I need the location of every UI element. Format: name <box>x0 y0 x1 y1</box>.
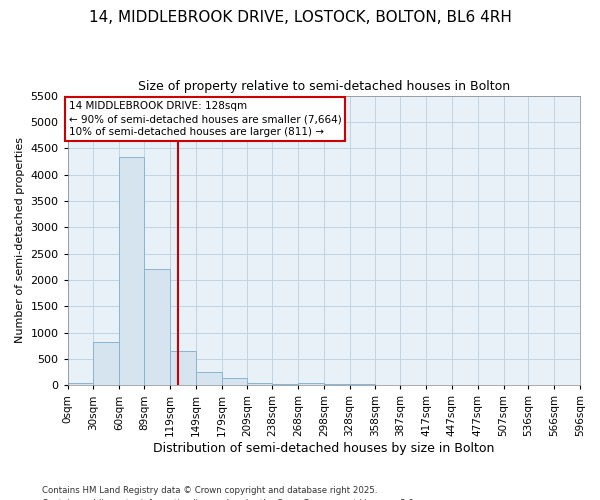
Bar <box>272 384 298 386</box>
X-axis label: Distribution of semi-detached houses by size in Bolton: Distribution of semi-detached houses by … <box>153 442 494 455</box>
Text: Contains public sector information licensed under the Open Government Licence v3: Contains public sector information licen… <box>42 498 416 500</box>
Text: Contains HM Land Registry data © Crown copyright and database right 2025.: Contains HM Land Registry data © Crown c… <box>42 486 377 495</box>
Bar <box>119 157 144 386</box>
Text: 14, MIDDLEBROOK DRIVE, LOSTOCK, BOLTON, BL6 4RH: 14, MIDDLEBROOK DRIVE, LOSTOCK, BOLTON, … <box>89 10 511 25</box>
Bar <box>94 342 119 386</box>
Bar <box>144 270 170 386</box>
Text: 14 MIDDLEBROOK DRIVE: 128sqm
← 90% of semi-detached houses are smaller (7,664)
1: 14 MIDDLEBROOK DRIVE: 128sqm ← 90% of se… <box>68 101 341 137</box>
Bar <box>350 384 376 386</box>
Bar <box>68 382 94 386</box>
Bar <box>221 378 247 386</box>
Bar <box>247 382 272 386</box>
Bar <box>170 351 196 386</box>
Bar <box>298 382 324 386</box>
Bar <box>324 384 350 386</box>
Y-axis label: Number of semi-detached properties: Number of semi-detached properties <box>15 138 25 344</box>
Title: Size of property relative to semi-detached houses in Bolton: Size of property relative to semi-detach… <box>138 80 510 93</box>
Bar <box>196 372 221 386</box>
